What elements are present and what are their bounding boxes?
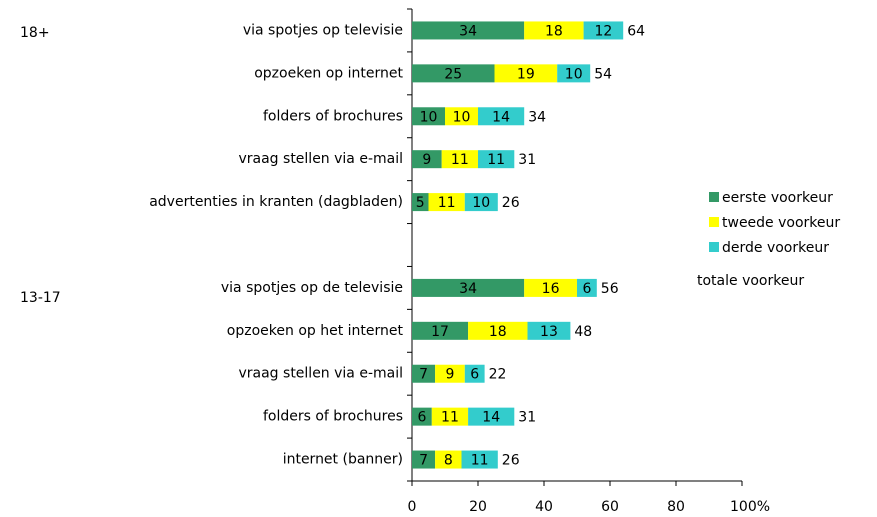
bar-segment [468, 321, 528, 340]
value-label: 9 [422, 152, 431, 168]
bar-segment [435, 364, 465, 383]
value-label: 11 [438, 195, 456, 211]
value-label: 8 [444, 453, 453, 469]
bar-segment [527, 321, 571, 340]
bar-segment [445, 107, 478, 126]
x-tick-label: 20 [469, 499, 487, 515]
x-tick-label: 100% [730, 499, 770, 515]
total-label: 31 [518, 410, 536, 426]
bar-segment [435, 450, 462, 469]
value-label: 6 [582, 281, 591, 297]
group-label: 13-17 [20, 290, 61, 306]
value-label: 5 [416, 195, 425, 211]
value-label: 10 [453, 109, 471, 125]
value-label: 18 [489, 324, 507, 340]
bar-segment [577, 278, 597, 297]
legend-label: tweede voorkeur [722, 215, 840, 231]
bar-segment [468, 407, 515, 426]
x-tick-label: 0 [408, 499, 417, 515]
total-label: 26 [502, 195, 520, 211]
total-label: 22 [489, 367, 507, 383]
total-label: 64 [627, 23, 645, 39]
category-label: opzoeken op internet [254, 65, 403, 81]
bar-segment [524, 21, 584, 40]
bar-segment [412, 364, 436, 383]
category-label: advertenties in kranten (dagbladen) [149, 194, 403, 210]
legend-label: derde voorkeur [722, 240, 829, 256]
bar-segment [461, 450, 498, 469]
legend-swatch [709, 242, 719, 252]
value-label: 6 [470, 367, 479, 383]
category-label: vraag stellen via e-mail [238, 366, 403, 382]
x-tick-label: 40 [535, 499, 553, 515]
value-label: 14 [492, 109, 510, 125]
category-label: via spotjes op de televisie [221, 280, 403, 296]
value-label: 7 [419, 367, 428, 383]
bar-segment [478, 150, 515, 169]
total-label: 56 [601, 281, 619, 297]
bar-segment [412, 21, 525, 40]
legend-label: eerste voorkeur [722, 190, 833, 206]
bar-segment [557, 64, 591, 83]
bar-segment [524, 278, 577, 297]
bar-segment [478, 107, 525, 126]
value-label: 34 [459, 23, 477, 39]
legend-swatch [709, 217, 719, 227]
value-label: 14 [482, 410, 500, 426]
value-label: 10 [565, 66, 583, 82]
bar-segment [441, 150, 478, 169]
category-label: folders of brochures [263, 108, 403, 124]
total-label: 48 [574, 324, 592, 340]
total-label: 26 [502, 453, 520, 469]
total-label: 31 [518, 152, 536, 168]
category-label: internet (banner) [283, 452, 403, 468]
value-label: 19 [517, 66, 535, 82]
bar-segment [583, 21, 624, 40]
value-label: 7 [419, 453, 428, 469]
bar-segment [412, 107, 445, 126]
legend-swatch [709, 192, 719, 202]
value-label: 16 [542, 281, 560, 297]
value-label: 11 [487, 152, 505, 168]
bar-segment [412, 64, 495, 83]
category-label: vraag stellen via e-mail [238, 151, 403, 167]
total-label: 34 [528, 109, 546, 125]
group-label: 18+ [20, 25, 50, 41]
category-label: opzoeken op het internet [227, 323, 404, 339]
x-tick-label: 80 [667, 499, 685, 515]
value-label: 34 [459, 281, 477, 297]
x-tick-label: 60 [601, 499, 619, 515]
bar-segment [464, 193, 498, 212]
value-label: 25 [444, 66, 462, 82]
value-label: 10 [472, 195, 490, 211]
value-label: 6 [417, 410, 426, 426]
bar-segment [431, 407, 469, 426]
value-label: 11 [441, 410, 459, 426]
category-label: via spotjes op televisie [243, 22, 403, 38]
value-label: 12 [594, 23, 612, 39]
bar-segment [412, 193, 429, 212]
legend-label: totale voorkeur [697, 273, 804, 289]
value-label: 18 [545, 23, 563, 39]
value-label: 13 [540, 324, 558, 340]
category-label: folders of brochures [263, 409, 403, 425]
bar-segment [412, 407, 432, 426]
total-label: 54 [594, 66, 612, 82]
bar-segment [412, 150, 442, 169]
bar-segment [412, 450, 436, 469]
value-label: 11 [471, 453, 489, 469]
bar-segment [428, 193, 465, 212]
bar-segment [412, 321, 469, 340]
value-label: 9 [445, 367, 454, 383]
bar-segment [494, 64, 558, 83]
value-label: 17 [431, 324, 449, 340]
bar-segment [412, 278, 525, 297]
value-label: 11 [451, 152, 469, 168]
value-label: 10 [420, 109, 438, 125]
bar-segment [464, 364, 485, 383]
